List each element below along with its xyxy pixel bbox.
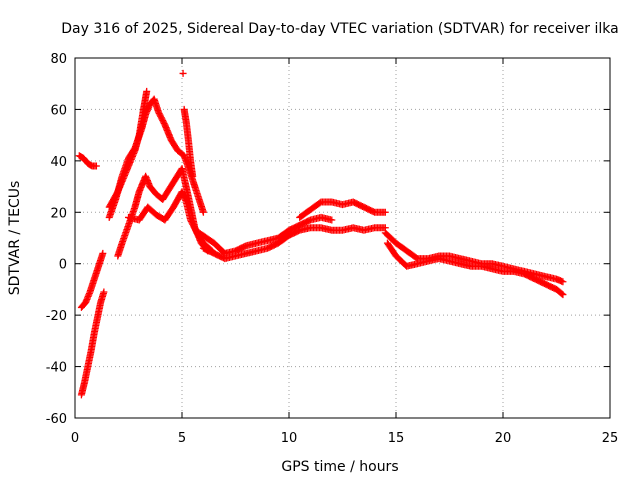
- y-tick-label: 40: [50, 155, 67, 170]
- data-point: [99, 249, 107, 257]
- data-point: [199, 208, 207, 216]
- y-tick-label: 60: [50, 103, 67, 118]
- y-tick-label: -20: [46, 309, 67, 324]
- data-point: [558, 290, 566, 298]
- data-points: [75, 69, 567, 399]
- x-axis-label: GPS time / hours: [281, 459, 398, 475]
- y-tick-label: 0: [59, 258, 67, 273]
- chart-title: Day 316 of 2025, Sidereal Day-to-day VTE…: [61, 21, 618, 37]
- y-tick-label: -60: [46, 412, 67, 427]
- y-tick-label: 80: [50, 52, 67, 67]
- series-trough-b: [199, 224, 389, 263]
- series-trough-a: [195, 213, 336, 257]
- data-point: [559, 278, 567, 286]
- series-peak-track-2: [105, 87, 151, 211]
- series-rising-track-a: [77, 249, 107, 311]
- x-tick-label: 0: [71, 431, 79, 446]
- series-upper-ridge: [296, 198, 389, 221]
- y-tick-label: -40: [46, 361, 67, 376]
- data-point: [92, 162, 100, 170]
- data-point: [143, 87, 151, 95]
- x-tick-label: 5: [178, 431, 186, 446]
- data-point: [381, 208, 389, 216]
- data-point: [328, 216, 336, 224]
- series-steep-track: [77, 288, 108, 399]
- x-tick-label: 20: [495, 431, 512, 446]
- series-late-track: [125, 188, 216, 255]
- y-tick-label: 20: [50, 206, 67, 221]
- grid: [75, 58, 610, 418]
- series-decline-track-b: [383, 239, 567, 299]
- axis-ticks: 0 5 10 15 20 25 -60 -40 -20 0 20 40 60 80: [46, 52, 619, 446]
- x-tick-label: 15: [388, 431, 405, 446]
- series-spike-track: [180, 105, 197, 180]
- data-point: [559, 291, 567, 299]
- data-point: [100, 288, 108, 296]
- y-axis-label: SDTVAR / TECUs: [7, 181, 23, 296]
- data-point: [179, 69, 187, 77]
- x-tick-label: 25: [602, 431, 619, 446]
- plot-frame: [74, 57, 611, 419]
- x-tick-label: 10: [281, 431, 298, 446]
- data-point: [189, 172, 197, 180]
- series-upper-arc-track: [75, 152, 100, 170]
